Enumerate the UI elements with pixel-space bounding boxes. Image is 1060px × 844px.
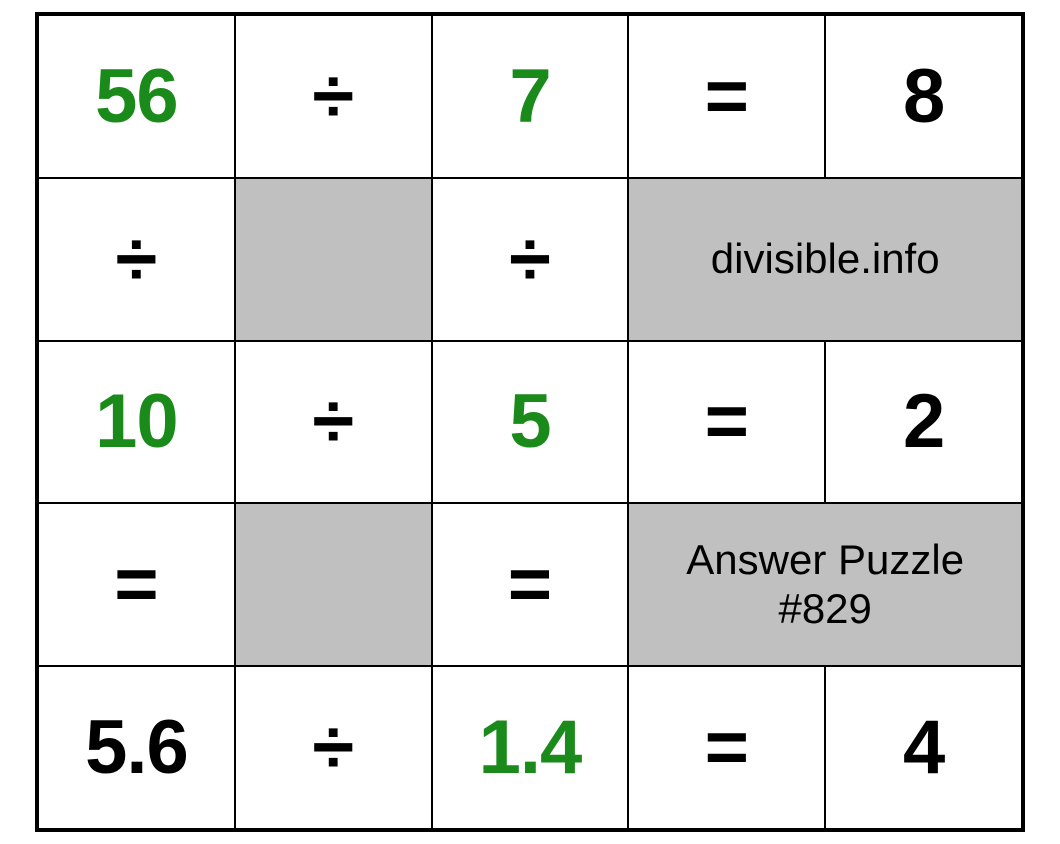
cell-r4c3: = [432,503,629,666]
cell-r2-site-label: divisible.info [628,178,1022,341]
value-r1c5: 8 [903,53,944,140]
puzzle-label: Answer Puzzle #829 [629,536,1021,633]
cell-r5c2: ÷ [235,666,432,829]
cell-r5c3: 1.4 [432,666,629,829]
cell-r4c2-blank [235,503,432,666]
cell-r1c4: = [628,15,825,178]
cell-r1c2: ÷ [235,15,432,178]
site-label: divisible.info [703,235,948,283]
operator-r1c4: = [705,53,749,140]
operator-r5c4: = [705,704,749,791]
value-r5c1: 5.6 [85,704,188,791]
value-r3c5: 2 [903,378,944,465]
operator-r2c1: ÷ [116,216,158,303]
operator-r4c3: = [508,541,552,628]
cell-r2c2-blank [235,178,432,341]
value-r1c3: 7 [509,53,550,140]
value-r3c3: 5 [509,378,550,465]
cell-r1c3: 7 [432,15,629,178]
cell-r3c4: = [628,341,825,504]
puzzle-grid: 56 ÷ 7 = 8 ÷ ÷ divisible.info 10 ÷ 5 = 2… [35,12,1025,832]
cell-r3c5: 2 [825,341,1022,504]
operator-r5c2: ÷ [312,704,354,791]
cell-r2c3: ÷ [432,178,629,341]
cell-r4c1: = [38,503,235,666]
value-r3c1: 10 [95,378,178,465]
cell-r2c1: ÷ [38,178,235,341]
cell-r4-puzzle-label: Answer Puzzle #829 [628,503,1022,666]
cell-r3c1: 10 [38,341,235,504]
cell-r5c5: 4 [825,666,1022,829]
cell-r5c4: = [628,666,825,829]
value-r1c1: 56 [95,53,178,140]
operator-r4c1: = [114,541,158,628]
cell-r1c5: 8 [825,15,1022,178]
operator-r3c2: ÷ [312,378,354,465]
cell-r1c1: 56 [38,15,235,178]
operator-r2c3: ÷ [509,216,551,303]
operator-r3c4: = [705,378,749,465]
value-r5c3: 1.4 [479,704,582,791]
cell-r3c3: 5 [432,341,629,504]
cell-r3c2: ÷ [235,341,432,504]
cell-r5c1: 5.6 [38,666,235,829]
value-r5c5: 4 [903,704,944,791]
operator-r1c2: ÷ [312,53,354,140]
